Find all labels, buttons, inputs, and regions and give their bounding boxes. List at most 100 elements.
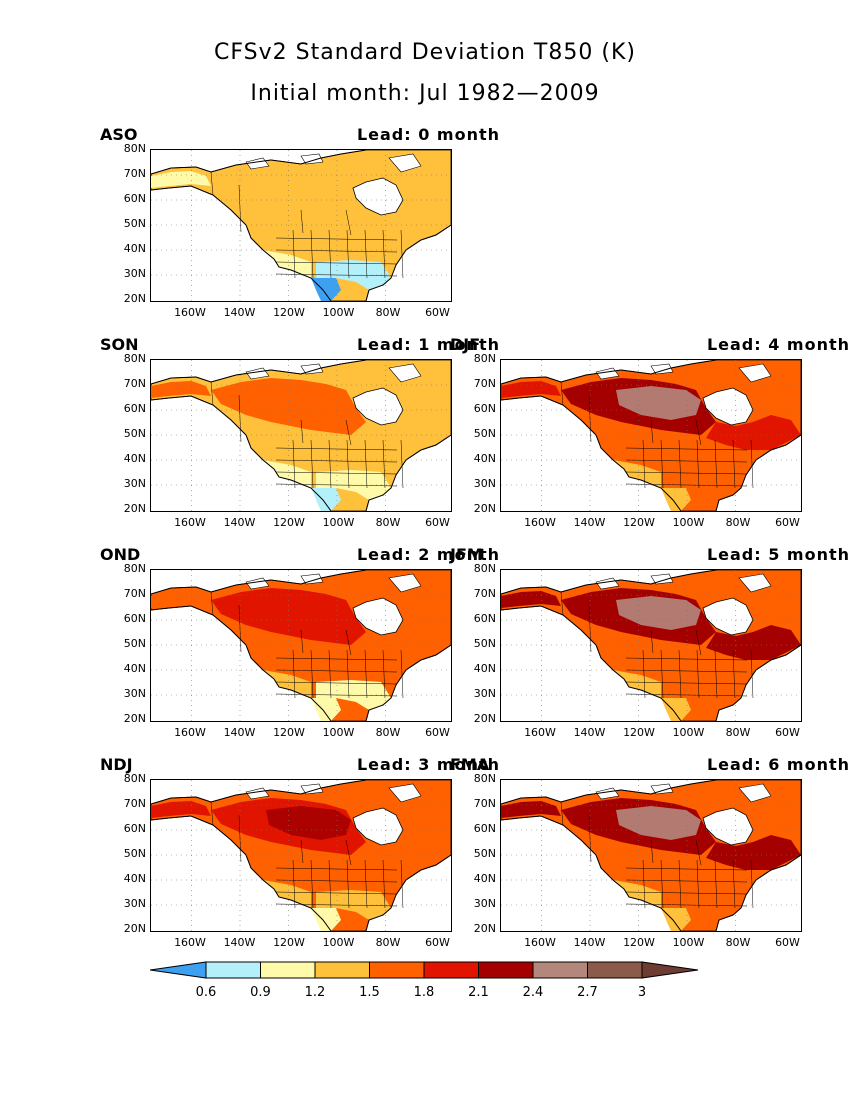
colorbar-label: 1.2 [304,985,326,1000]
map-panel-ndj: NDJ Lead: 3 month 80N 70N 60N 50N 40N 30N 20N 160… [100,755,500,955]
lat-label: 30N [123,477,146,490]
lat-label: 80N [473,562,496,575]
panel-season: DJF [450,335,481,354]
lon-label: 100W [322,936,355,949]
lat-label: 30N [123,897,146,910]
colorbar-swatch [314,961,370,979]
colorbar-label: 2.4 [522,985,544,1000]
lon-label: 120W [623,936,655,949]
lat-label: 80N [123,352,146,365]
lat-label: 20N [123,712,146,725]
lon-label: 160W [174,936,206,949]
panel-lead: Lead: 2 month [356,545,500,564]
lon-label: 80W [725,516,751,529]
lat-label: 30N [123,267,146,280]
map-plot [500,359,802,512]
lat-label: 50N [123,427,146,440]
lat-label: 40N [123,242,146,255]
lat-label: 40N [123,662,146,675]
lat-label: 40N [473,452,496,465]
panel-season: JFM [450,545,483,564]
colorbar-label: 0.9 [250,985,271,1000]
lat-label: 40N [473,872,496,885]
map-plot [500,569,802,722]
lat-label: 40N [123,452,146,465]
map-plot [500,779,802,932]
lat-label: 40N [473,662,496,675]
lon-label: 100W [672,726,705,739]
lat-label: 60N [473,402,496,415]
lat-label: 80N [123,562,146,575]
lon-label: 120W [273,936,305,949]
colorbar [150,961,699,979]
lat-label: 60N [123,192,146,205]
lon-label: 80W [725,936,751,949]
lon-label: 60W [425,306,450,319]
lat-label: 40N [123,872,146,885]
colorbar-swatch [260,961,316,979]
lon-label: 80W [375,516,401,529]
map-panel-jfm: JFM Lead: 5 month 80N 70N 60N 50N 40N 30N 20N 160… [450,545,850,745]
lon-label: 140W [223,516,256,529]
lat-label: 60N [473,612,496,625]
colorbar-swatch [532,961,588,979]
lon-label: 60W [425,726,450,739]
lat-label: 50N [473,637,496,650]
colorbar-swatch [587,961,643,979]
lat-label: 20N [473,712,496,725]
lon-label: 60W [775,516,800,529]
map-panel-aso: ASO Lead: 0 month 80N 70N 60N 50N 40N 30N 20N 160… [100,125,500,325]
map-panel-djf: DJF Lead: 4 month 80N 70N 60N 50N 40N 30N 20N 160… [450,335,850,535]
colorbar-label: 0.6 [195,985,217,1000]
panel-lead: Lead: 3 month [356,755,500,774]
lat-label: 60N [473,822,496,835]
lon-label: 160W [524,936,556,949]
lat-label: 70N [123,587,146,600]
panel-season: ASO [100,125,138,144]
colorbar-swatch [641,961,699,979]
lon-label: 100W [672,516,705,529]
lon-label: 140W [573,516,606,529]
lon-label: 140W [223,306,256,319]
panel-lead: Lead: 6 month [706,755,850,774]
lat-label: 60N [123,612,146,625]
lon-label: 60W [775,936,800,949]
lat-label: 70N [123,797,146,810]
colorbar-label: 2.7 [577,985,598,1000]
map-plot [150,149,452,302]
lon-label: 160W [524,516,556,529]
colorbar-swatch [369,961,425,979]
panel-lead: Lead: 1 month [356,335,500,354]
map-panel-ond: OND Lead: 2 month 80N 70N 60N 50N 40N 30N 20N 160… [100,545,500,745]
lon-label: 100W [322,726,355,739]
lon-label: 100W [322,306,355,319]
lat-label: 20N [123,922,146,935]
map-panel-son: SON Lead: 1 month 80N 70N 60N 50N 40N 30N 20N 160… [100,335,500,535]
colorbar-label: 1.5 [359,985,380,1000]
lat-label: 60N [123,402,146,415]
map-panel-fma: FMA Lead: 6 month 80N 70N 60N 50N 40N 30N 20N 160… [450,755,850,955]
lon-label: 140W [223,936,256,949]
lat-label: 20N [473,502,496,515]
lat-label: 20N [473,922,496,935]
lon-label: 60W [775,726,800,739]
lon-label: 60W [425,516,450,529]
lon-label: 120W [273,516,305,529]
lon-label: 160W [174,306,206,319]
lon-label: 160W [174,516,206,529]
panel-lead: Lead: 4 month [706,335,850,354]
panel-lead: Lead: 0 month [356,125,500,144]
lat-label: 30N [473,477,496,490]
lon-label: 100W [322,516,355,529]
lat-label: 50N [473,847,496,860]
lat-label: 20N [123,502,146,515]
lon-label: 100W [672,936,705,949]
panel-season: OND [100,545,141,564]
lon-label: 120W [623,516,655,529]
lon-label: 80W [725,726,751,739]
colorbar-label: 3 [637,985,647,1000]
lat-label: 30N [473,897,496,910]
lat-label: 60N [123,822,146,835]
lat-label: 70N [123,167,146,180]
lon-label: 140W [223,726,256,739]
